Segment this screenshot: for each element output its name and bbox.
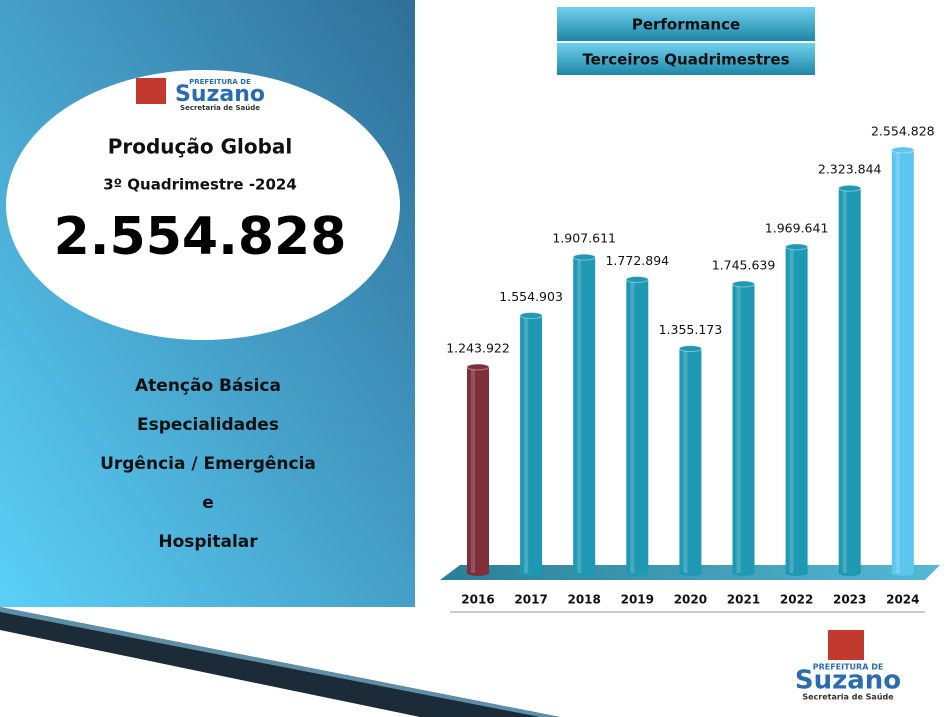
- bar-shine: [895, 150, 900, 573]
- bar-shine: [577, 257, 582, 573]
- x-tick-label: 2022: [780, 593, 813, 607]
- value-label: 2.323.844: [818, 162, 882, 177]
- bar-top: [678, 345, 702, 353]
- logo-name: Suzano: [175, 82, 265, 107]
- header-box: [557, 43, 815, 75]
- header-box: [557, 7, 815, 41]
- chart: 1.243.922 2016 1.554.903 2017 1.907.611 2018 1…: [446, 124, 934, 607]
- value-label: 1.745.639: [712, 257, 776, 272]
- panel-item: Atenção Básica: [135, 376, 281, 396]
- x-tick-label: 2018: [567, 593, 600, 607]
- logo-top-text: PREFEITURA DE: [813, 663, 884, 672]
- bar: [573, 257, 596, 573]
- panel-total: 2.554.828: [54, 207, 347, 267]
- bar-top: [625, 275, 649, 283]
- bar-top: [891, 146, 915, 154]
- panel-item: Especialidades: [137, 415, 279, 435]
- x-tick-label: 2019: [621, 593, 654, 607]
- bar: [626, 279, 649, 573]
- bar: [838, 188, 861, 573]
- x-tick-label: 2020: [674, 593, 707, 607]
- bar: [467, 367, 489, 573]
- bar: [520, 315, 543, 573]
- bar-shine: [789, 246, 794, 574]
- panel-item: Urgência / Emergência: [100, 454, 316, 474]
- bar-shine: [524, 315, 529, 573]
- bar: [785, 246, 808, 574]
- logo-crest: [136, 78, 166, 104]
- x-tick-label: 2023: [833, 593, 866, 607]
- panel-title: Produção Global: [108, 135, 293, 159]
- swoosh-light: [0, 607, 560, 717]
- header-subtitle: Terceiros Quadrimestres: [582, 51, 789, 69]
- value-label: 1.554.903: [499, 289, 563, 304]
- bar-top: [838, 184, 862, 192]
- bar-top: [572, 253, 596, 261]
- bar: [679, 348, 702, 573]
- value-label: 1.355.173: [659, 322, 723, 337]
- bar-top: [785, 243, 809, 251]
- bar-shine: [842, 188, 847, 573]
- logo-bottom: Secretaria de Saúde: [802, 693, 894, 702]
- bar: [891, 150, 914, 573]
- value-label: 1.772.894: [605, 253, 669, 268]
- value-label: 1.243.922: [446, 341, 510, 356]
- panel-item: Hospitalar: [158, 532, 258, 552]
- bar-shine: [630, 279, 635, 573]
- x-tick-label: 2016: [461, 593, 494, 607]
- ellipse: [6, 70, 400, 340]
- header-title: Performance: [632, 16, 740, 34]
- panel-item: e: [202, 493, 214, 513]
- logo-crest: [828, 630, 864, 660]
- logo-top-text: PREFEITURA DE: [189, 78, 251, 86]
- value-label: 1.969.641: [765, 220, 829, 235]
- x-tick-label: 2024: [886, 593, 919, 607]
- bar-shine: [736, 283, 741, 573]
- panel-items: Atenção Básica Especialidades Urgência / E…: [100, 376, 316, 552]
- bar-top: [519, 312, 543, 320]
- value-label: 1.907.611: [552, 231, 616, 246]
- panel-period: 3º Quadrimestre -2024: [103, 176, 297, 194]
- bar-shine: [471, 367, 475, 573]
- logo-name: Suzano: [795, 666, 901, 696]
- bar: [732, 283, 755, 573]
- value-label: 2.554.828: [871, 124, 935, 139]
- bar-top: [732, 280, 755, 288]
- bar-top: [466, 363, 490, 371]
- logo-bottom: Secretaria de Saúde: [180, 104, 260, 112]
- bar-shine: [683, 348, 688, 573]
- logo-top: PREFEITURA DE Suzano Secretaria de Saúde: [136, 78, 265, 112]
- logo-bottom-right: PREFEITURA DE Suzano Secretaria de Saúde: [795, 630, 901, 702]
- x-tick-label: 2017: [514, 593, 547, 607]
- x-tick-label: 2021: [727, 593, 760, 607]
